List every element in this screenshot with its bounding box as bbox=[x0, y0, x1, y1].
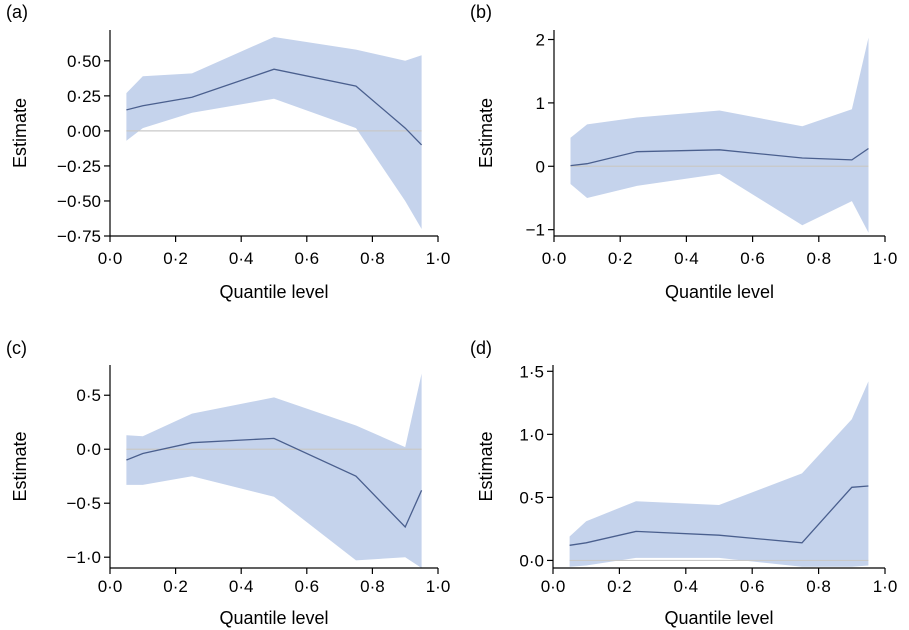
y-tick-label: 0·5 bbox=[519, 488, 544, 507]
x-tick-label: 0·6 bbox=[295, 249, 320, 268]
y-tick-label: 1·0 bbox=[519, 425, 544, 444]
confidence-band bbox=[126, 373, 422, 568]
y-tick-label: 1 bbox=[536, 94, 545, 113]
estimate-line bbox=[126, 437, 423, 529]
y-axis-title: Estimate bbox=[10, 98, 30, 168]
x-tick-label: 1·0 bbox=[426, 577, 451, 596]
y-axis-title: Estimate bbox=[476, 431, 496, 501]
y-tick-label: 0·5 bbox=[76, 386, 101, 405]
estimate-line bbox=[126, 68, 423, 146]
confidence-band bbox=[569, 381, 869, 567]
x-tick-label: 0·4 bbox=[674, 577, 699, 596]
y-tick-label: −0·25 bbox=[57, 157, 101, 176]
panel-label: (d) bbox=[470, 338, 492, 358]
y-tick-label: 0·00 bbox=[67, 122, 101, 141]
panel-label: (c) bbox=[6, 338, 27, 358]
x-tick-label: 0·4 bbox=[229, 249, 254, 268]
x-tick-label: 0·4 bbox=[674, 249, 699, 268]
y-tick-label: 1·5 bbox=[519, 362, 544, 381]
panel-label: (b) bbox=[470, 2, 492, 22]
x-axis-title: Quantile level bbox=[219, 282, 328, 302]
y-tick-label: 0·0 bbox=[519, 551, 544, 570]
panel-a: 0·0 0·2 0·4 0·6 0·8 1·0 −0·75 −0·50 −0·25 0·00 0·2… bbox=[6, 2, 450, 302]
y-tick-label: 0·50 bbox=[67, 52, 101, 71]
x-tick-label: 0·8 bbox=[360, 577, 385, 596]
y-tick-label: −0·5 bbox=[67, 494, 102, 513]
x-tick-label: 0·6 bbox=[740, 577, 765, 596]
panel-d: 0·0 0·2 0·4 0·6 0·8 1·0 0·0 0·5 1·0 1·5 Estimate Qu… bbox=[470, 338, 897, 628]
x-tick-label: 1·0 bbox=[426, 249, 451, 268]
y-tick-label: −1·0 bbox=[67, 548, 102, 567]
y-tick-label: −1 bbox=[526, 221, 545, 240]
x-tick-label: 0·0 bbox=[98, 577, 123, 596]
estimate-line bbox=[570, 147, 869, 167]
y-tick-label: 0·0 bbox=[76, 440, 101, 459]
x-tick-label: 0·2 bbox=[608, 249, 633, 268]
confidence-band bbox=[570, 37, 869, 233]
x-tick-label: 1·0 bbox=[873, 577, 898, 596]
y-tick-label: 0 bbox=[536, 157, 545, 176]
x-tick-label: 0·8 bbox=[806, 577, 831, 596]
x-axis-title: Quantile level bbox=[664, 608, 773, 628]
x-tick-label: 0·2 bbox=[163, 577, 188, 596]
y-tick-label: −0·75 bbox=[57, 227, 101, 246]
x-axis-title: Quantile level bbox=[219, 608, 328, 628]
panel-b: 0·0 0·2 0·4 0·6 0·8 1·0 −1 0 1 2 Estimate Quantile … bbox=[470, 2, 897, 302]
y-tick-label: 2 bbox=[536, 31, 545, 50]
x-tick-label: 0·8 bbox=[360, 249, 385, 268]
x-tick-label: 0·0 bbox=[98, 249, 123, 268]
confidence-band bbox=[126, 37, 422, 229]
y-tick-label: −0·50 bbox=[57, 192, 101, 211]
x-tick-label: 0·0 bbox=[542, 249, 567, 268]
y-axis-title: Estimate bbox=[476, 98, 496, 168]
panel-c: 0·0 0·2 0·4 0·6 0·8 1·0 −1·0 −0·5 0·0 0·5 Estimate… bbox=[6, 338, 450, 628]
x-tick-label: 0·2 bbox=[607, 577, 632, 596]
x-axis-title: Quantile level bbox=[665, 282, 774, 302]
y-axis-title: Estimate bbox=[10, 431, 30, 501]
x-tick-label: 0·8 bbox=[807, 249, 832, 268]
x-tick-label: 0·6 bbox=[295, 577, 320, 596]
x-tick-label: 0·2 bbox=[163, 249, 188, 268]
x-tick-label: 0·6 bbox=[740, 249, 765, 268]
estimate-line bbox=[569, 485, 869, 546]
x-tick-label: 0·0 bbox=[541, 577, 566, 596]
y-tick-label: 0·25 bbox=[67, 87, 101, 106]
panel-label: (a) bbox=[6, 2, 28, 22]
x-tick-label: 1·0 bbox=[873, 249, 898, 268]
x-tick-label: 0·4 bbox=[229, 577, 254, 596]
